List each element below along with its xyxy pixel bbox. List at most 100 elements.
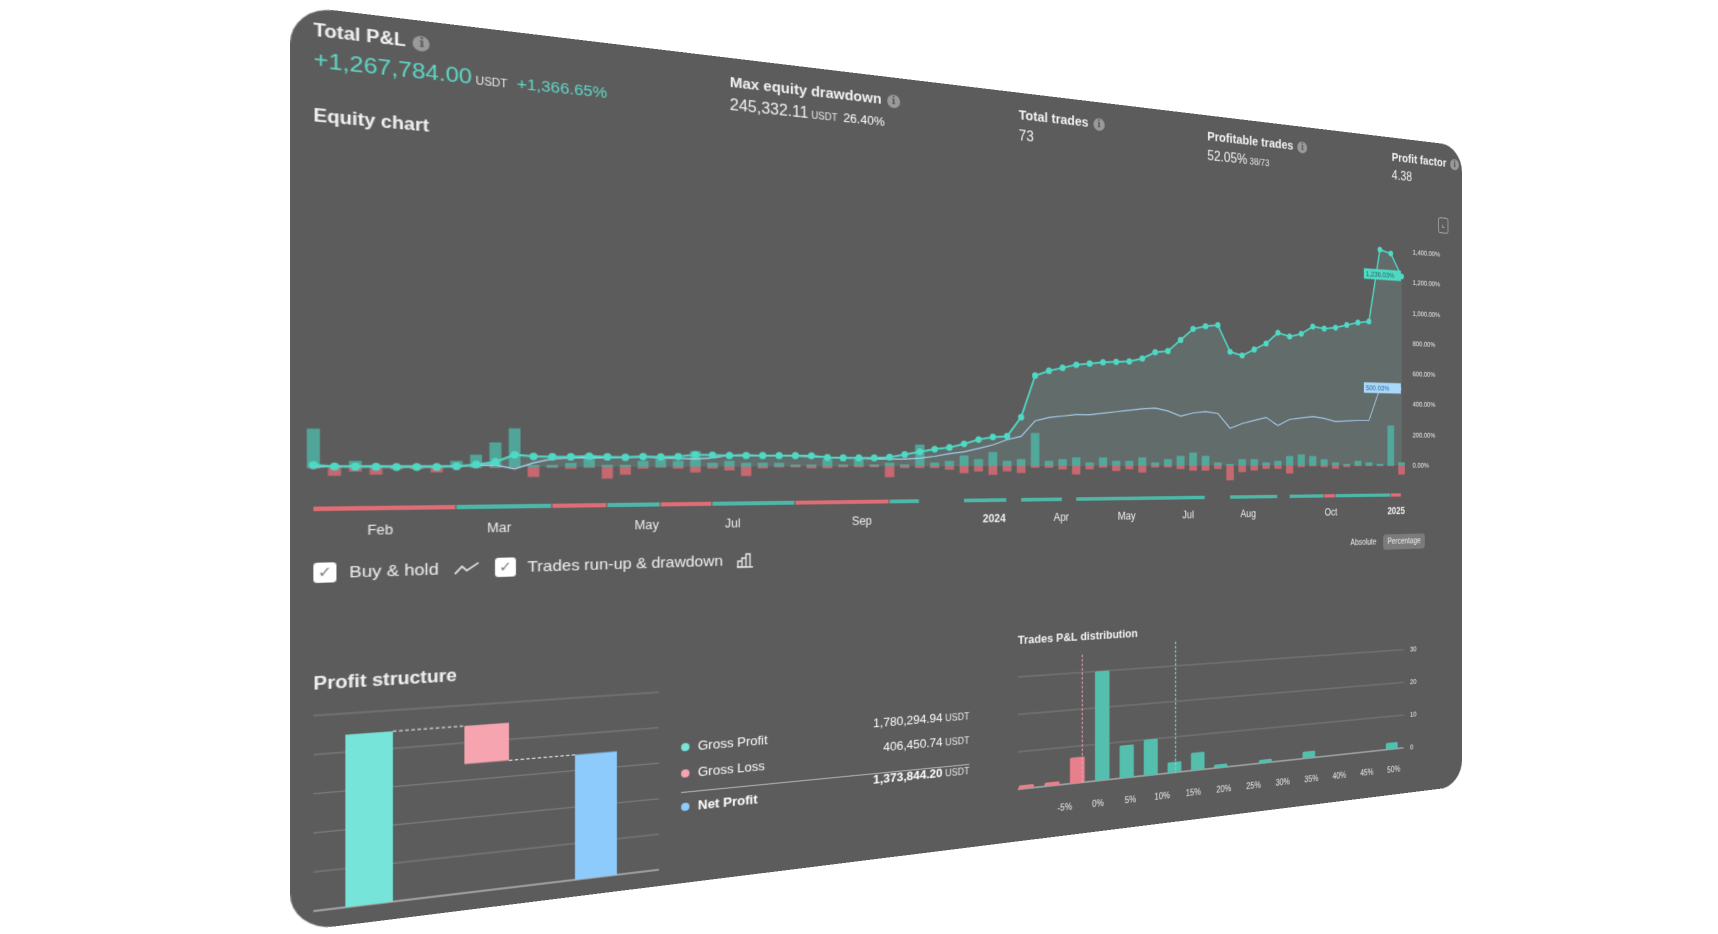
runup-bar bbox=[944, 460, 954, 467]
drawdown-bar bbox=[583, 466, 595, 468]
drawdown-bar bbox=[838, 466, 849, 468]
y-tick-label: 10 bbox=[1410, 711, 1416, 719]
runup-bar bbox=[884, 462, 895, 467]
x-tick-label: 45% bbox=[1360, 767, 1373, 778]
drawdown-bar bbox=[1030, 466, 1040, 468]
runup-bar bbox=[1297, 454, 1305, 466]
x-tick-label: 5% bbox=[1125, 794, 1136, 806]
trade-span-loss bbox=[552, 503, 607, 508]
drawdown-bar bbox=[1138, 465, 1147, 473]
y-tick-label: 20 bbox=[1410, 678, 1416, 686]
equity-point bbox=[412, 462, 422, 471]
drawdown-bar bbox=[637, 466, 649, 469]
runup-bar bbox=[1262, 462, 1270, 466]
drawdown-bar bbox=[988, 466, 998, 475]
equity-point bbox=[886, 453, 893, 461]
runup-bar bbox=[601, 464, 613, 467]
buy-hold-last-value: 500.03% bbox=[1366, 385, 1390, 393]
trade-span-loss bbox=[1324, 494, 1335, 498]
distribution-bar bbox=[1094, 670, 1110, 782]
trade-span-win bbox=[607, 502, 660, 508]
drawdown-bar bbox=[1365, 465, 1373, 467]
x-tick-label: May bbox=[635, 519, 660, 533]
backtest-summary-panel: Total P&L i +1,267,784.00 USDT +1,366.65% M… bbox=[290, 5, 1463, 932]
equity-point bbox=[585, 452, 594, 461]
net-profit-bar bbox=[574, 751, 617, 880]
equity-point bbox=[775, 451, 783, 460]
runup-bar bbox=[988, 451, 998, 467]
equity-point bbox=[603, 453, 612, 461]
x-tick-label: May bbox=[1118, 510, 1136, 522]
runup-bar bbox=[1189, 452, 1197, 466]
x-tick-label: 20% bbox=[1216, 783, 1231, 795]
x-tick-label: 40% bbox=[1333, 770, 1347, 781]
trade-span-loss bbox=[1390, 493, 1401, 497]
x-tick-label: 0% bbox=[1092, 797, 1104, 809]
x-tick-label: 10% bbox=[1154, 790, 1169, 802]
drawdown-bar bbox=[1163, 465, 1172, 468]
equity-point bbox=[807, 452, 815, 460]
drawdown-bar bbox=[1398, 465, 1405, 475]
runup-bar bbox=[1226, 464, 1234, 466]
runup-bar bbox=[1320, 459, 1328, 466]
drawdown-bar bbox=[1274, 465, 1282, 469]
drawdown-bar bbox=[1002, 466, 1012, 472]
drawdown-bar bbox=[1309, 465, 1317, 467]
x-tick-label: 2024 bbox=[983, 513, 1006, 526]
charts-layer: 0.00% 200.00% 400.00% 600.00% 800.00% 1,000.0… bbox=[306, 5, 1440, 932]
x-tick-label: Sep bbox=[852, 515, 872, 528]
y-tick-label: 0.00% bbox=[1413, 462, 1429, 469]
trade-span-win bbox=[1021, 497, 1062, 502]
runup-bar bbox=[740, 462, 752, 467]
drawdown-bar bbox=[527, 466, 540, 478]
equity-point bbox=[870, 454, 878, 462]
x-tick-label: Aug bbox=[1240, 508, 1256, 520]
equity-point bbox=[691, 451, 700, 459]
runup-bar bbox=[869, 464, 880, 467]
equity-point bbox=[1003, 432, 1011, 440]
runup-bar bbox=[546, 464, 559, 467]
runup-bar bbox=[790, 464, 801, 467]
runup-bar bbox=[1163, 459, 1172, 466]
equity-last-value: 1,236.03% bbox=[1366, 271, 1394, 280]
x-tick-label: Mar bbox=[487, 521, 511, 536]
drawdown-bar bbox=[806, 466, 817, 469]
trade-span-loss bbox=[313, 504, 456, 512]
drawdown-bar bbox=[1332, 465, 1340, 469]
equity-point bbox=[1377, 246, 1383, 253]
grid-line bbox=[1018, 650, 1404, 677]
runup-bar bbox=[565, 462, 577, 467]
drawdown-bar bbox=[1016, 466, 1026, 474]
drawdown-bar bbox=[1058, 465, 1067, 470]
drawdown-bar bbox=[853, 466, 864, 468]
runup-bar bbox=[930, 462, 940, 467]
grid-line bbox=[1018, 715, 1404, 752]
distribution-bar bbox=[1167, 761, 1182, 774]
equity-point bbox=[791, 452, 799, 460]
runup-bar bbox=[1044, 460, 1054, 466]
drawdown-bar bbox=[822, 466, 833, 469]
runup-bar bbox=[1214, 462, 1222, 466]
x-tick-label: -5% bbox=[1057, 801, 1072, 813]
x-tick-label: 30% bbox=[1276, 776, 1290, 787]
runup-bar bbox=[1176, 455, 1185, 466]
runup-bar bbox=[838, 464, 849, 467]
drawdown-bar bbox=[1189, 465, 1197, 471]
equity-point bbox=[656, 453, 665, 461]
drawdown-bar bbox=[546, 466, 559, 468]
runup-bar bbox=[672, 460, 684, 467]
x-tick-label: 25% bbox=[1246, 780, 1261, 792]
runup-bar bbox=[527, 464, 540, 467]
runup-bar bbox=[1387, 425, 1395, 466]
equity-chart[interactable]: 0.00% 200.00% 400.00% 600.00% 800.00% 1,000.0… bbox=[306, 161, 1440, 539]
drawdown-bar bbox=[930, 466, 940, 469]
runup-bar bbox=[959, 455, 969, 467]
x-tick-label: Oct bbox=[1325, 507, 1338, 518]
drawdown-bar bbox=[790, 466, 801, 468]
distribution-bar bbox=[1302, 750, 1316, 759]
trade-span-win bbox=[1230, 494, 1278, 499]
equity-point bbox=[759, 451, 767, 460]
distribution-bar bbox=[1069, 756, 1085, 784]
equity-point bbox=[510, 450, 519, 459]
x-tick-label: Feb bbox=[367, 523, 393, 538]
